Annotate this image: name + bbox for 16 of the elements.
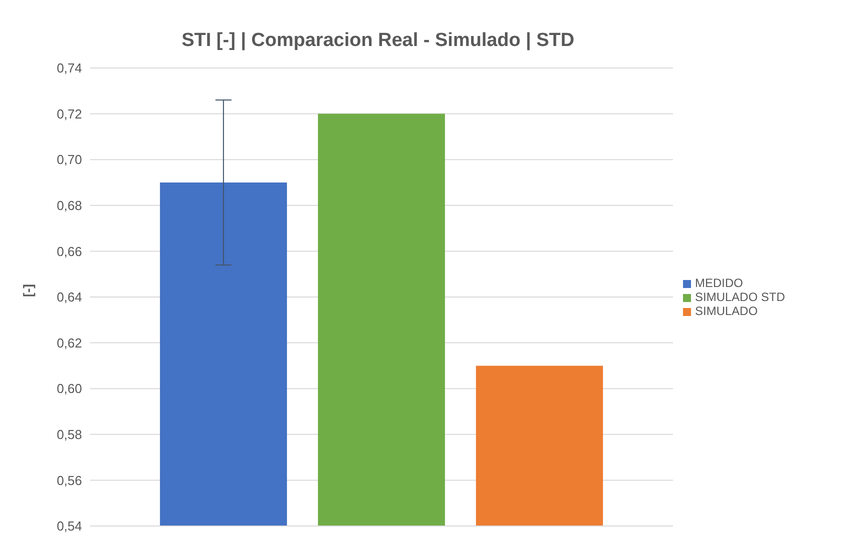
y-tick-label: 0,70: [56, 152, 82, 168]
y-tick-label: 0,56: [56, 472, 82, 488]
y-tick-label: 0,72: [56, 106, 82, 122]
chart-title: STI [-] | Comparacion Real - Simulado | STD: [180, 29, 576, 52]
legend-label: SIMULADO STD: [695, 290, 786, 304]
y-tick-label: 0,64: [56, 290, 82, 305]
y-tick-label: 0,62: [56, 335, 82, 350]
y-axis-title: [-]: [20, 284, 36, 297]
y-tick-label: 0,60: [56, 381, 82, 396]
y-tick-label: 0,58: [56, 427, 82, 442]
legend-label: SIMULADO: [695, 304, 758, 318]
y-tick-label: 0,54: [56, 518, 82, 534]
y-tick-label: 0,66: [56, 244, 82, 259]
legend-label: MEDIDO: [695, 276, 743, 290]
y-tick-label: 0,68: [56, 198, 82, 214]
y-tick-label: 0,74: [56, 60, 82, 76]
